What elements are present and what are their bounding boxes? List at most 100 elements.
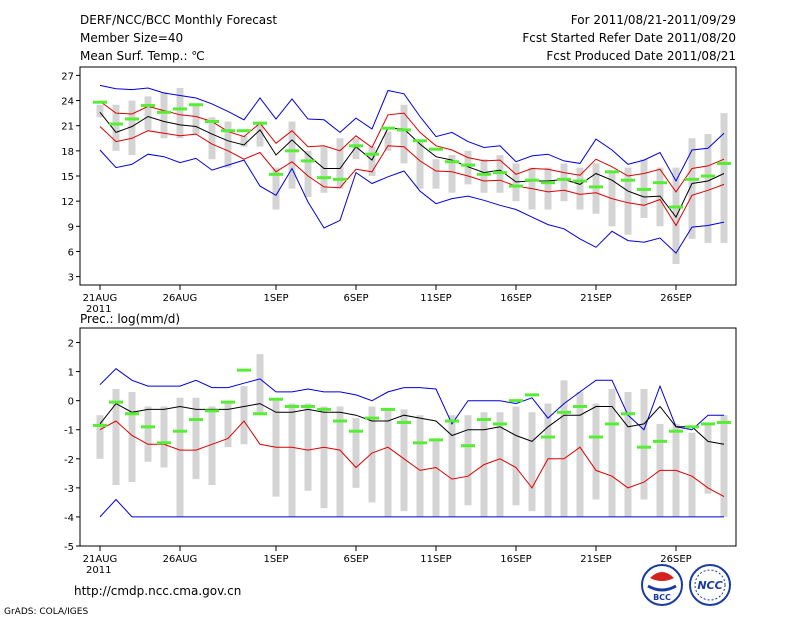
prec-observed-marker	[173, 429, 187, 433]
temp-observed-marker	[525, 178, 539, 182]
temp-observed-marker	[381, 126, 395, 130]
prec-spread-box	[128, 391, 136, 483]
prec-spread-box	[112, 389, 120, 485]
temp-spread-box	[224, 121, 232, 168]
prec-spread-box	[432, 438, 440, 517]
prec-observed-marker	[525, 393, 539, 397]
temp-ytick-label: 3	[68, 273, 74, 284]
prec-observed-marker	[221, 400, 235, 404]
temp-min-line	[99, 149, 725, 254]
temp-observed-marker	[157, 110, 171, 114]
temp-ytick-label: 9	[68, 222, 74, 233]
temp-spread-box	[448, 155, 456, 193]
prec-observed-marker	[557, 410, 571, 414]
prec-observed-marker	[669, 429, 683, 433]
temp-spread-box	[560, 163, 568, 202]
prec-observed-marker	[589, 435, 603, 439]
prec-observed-marker	[685, 425, 699, 429]
prec-spread-box	[352, 418, 360, 488]
prec-observed-marker	[509, 399, 523, 403]
prec-spread-box	[576, 391, 584, 517]
prec-observed-marker	[493, 422, 507, 426]
temp-spread-box	[688, 138, 696, 239]
prec-spread-box	[144, 406, 152, 462]
temp-spread-box	[256, 121, 264, 147]
temp-spread-box	[352, 138, 360, 160]
prec-observed-marker	[205, 409, 219, 413]
temp-observed-marker	[221, 129, 235, 133]
temp-observed-marker	[701, 174, 715, 178]
temp-spread-box	[384, 131, 392, 151]
prec-spread-box	[384, 409, 392, 517]
prec-observed-marker	[253, 412, 267, 416]
prec-p10-line	[99, 420, 725, 498]
prec-spread-box	[720, 415, 728, 517]
variable-label: Mean Surf. Temp.: ℃	[80, 49, 205, 63]
temp-observed-marker	[413, 139, 427, 143]
temp-spread-box	[416, 142, 424, 189]
prec-ytick-label: -1	[64, 426, 74, 437]
temp-spread-box	[208, 117, 216, 160]
grads-credit: GrADS: COLA/IGES	[4, 607, 88, 617]
prec-observed-marker	[349, 429, 363, 433]
temp-spread-box	[288, 121, 296, 189]
temp-max-line	[99, 84, 725, 183]
temp-p10-line	[99, 126, 725, 227]
temp-observed-marker	[93, 100, 107, 104]
temp-spread-box	[240, 135, 248, 147]
temp-xtick-year: 2011	[86, 304, 111, 315]
temp-observed-marker	[189, 103, 203, 107]
prec-spread-box	[224, 400, 232, 448]
prec-observed-marker	[237, 368, 251, 372]
prec-spread-box	[368, 406, 376, 503]
temp-ytick-label: 18	[61, 147, 74, 158]
prec-spread-box	[464, 415, 472, 506]
prec-observed-marker	[141, 425, 155, 429]
prec-xtick-label: 6SEP	[343, 554, 368, 565]
temp-spread-box	[160, 92, 168, 139]
prec-observed-marker	[621, 412, 635, 416]
prec-xtick-label: 11SEP	[420, 554, 451, 565]
temp-ytick-label: 24	[61, 97, 74, 108]
prec-spread-box	[688, 432, 696, 517]
prec-observed-marker	[381, 407, 395, 411]
prec-spread-box	[240, 386, 248, 445]
temp-observed-marker	[621, 178, 635, 182]
precip-title: Prec.: log(mm/d)	[80, 312, 180, 326]
prec-observed-marker	[109, 400, 123, 404]
prec-spread-box	[256, 354, 264, 416]
prec-observed-marker	[541, 435, 555, 439]
temp-observed-marker	[637, 187, 651, 191]
prec-spread-box	[336, 406, 344, 517]
bcc-logo-text: BCC	[653, 593, 671, 602]
forecast-produced-date: Fcst Produced Date 2011/08/21	[546, 49, 736, 63]
temp-ytick-label: 15	[61, 172, 74, 183]
temp-xtick-label: 16SEP	[500, 293, 531, 304]
temp-observed-marker	[317, 176, 331, 180]
prec-spread-box	[416, 415, 424, 517]
temp-observed-marker	[669, 205, 683, 209]
prec-observed-marker	[365, 416, 379, 420]
prec-mean-line	[99, 402, 725, 445]
prec-spread-box	[288, 403, 296, 517]
prec-observed-marker	[333, 419, 347, 423]
temp-spread-box	[544, 167, 552, 210]
temp-ytick-label: 27	[61, 71, 74, 82]
temp-observed-marker	[557, 177, 571, 181]
prec-spread-box	[512, 406, 520, 506]
temp-observed-marker	[301, 159, 315, 163]
prec-observed-marker	[157, 441, 171, 445]
temp-xtick-label: 11SEP	[420, 293, 451, 304]
prec-observed-marker	[269, 397, 283, 401]
prec-xtick-label: 16SEP	[500, 554, 531, 565]
prec-observed-marker	[429, 438, 443, 442]
temp-xtick-label: 21AUG	[83, 293, 118, 304]
temp-spread-box	[624, 167, 632, 235]
temp-observed-marker	[397, 128, 411, 132]
prec-xtick-label: 1SEP	[263, 554, 288, 565]
prec-spread-box	[96, 415, 104, 459]
temp-observed-marker	[717, 161, 731, 165]
temp-observed-marker	[541, 181, 555, 185]
forecast-period: For 2011/08/21-2011/09/29	[571, 13, 736, 27]
